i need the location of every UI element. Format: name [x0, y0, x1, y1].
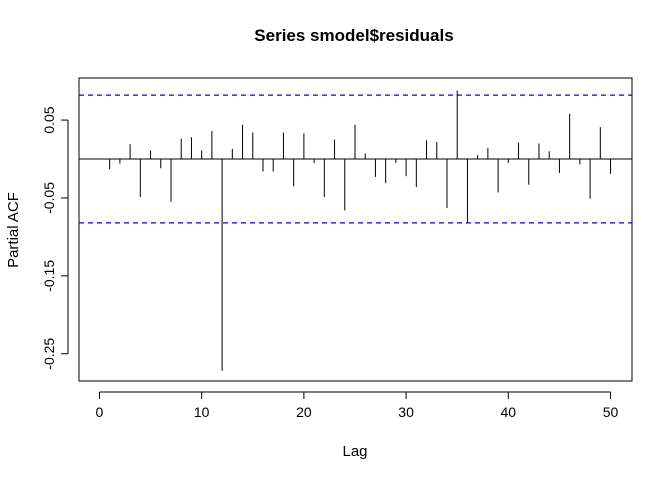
y-tick-label: -0.25: [41, 338, 57, 370]
x-axis-label: Lag: [342, 443, 367, 460]
x-tick-label: 30: [398, 404, 414, 420]
x-tick-label: 0: [96, 404, 104, 420]
pacf-bars: [109, 90, 612, 371]
x-tick-label: 50: [603, 404, 619, 420]
plot-frame: [78, 77, 633, 382]
confidence-bounds: [79, 94, 632, 224]
y-axis: -0.25 -0.15 -0.05 0.05: [41, 106, 69, 370]
y-tick-label: 0.05: [41, 106, 57, 133]
y-tick-label: -0.05: [41, 182, 57, 214]
y-axis-label: Partial ACF: [5, 192, 22, 268]
chart-title: Series smodel$residuals: [254, 26, 453, 45]
x-tick-label: 20: [296, 404, 312, 420]
x-tick-label: 40: [501, 404, 517, 420]
y-tick-label: -0.15: [41, 260, 57, 292]
x-axis: 0 10 20 30 40 50: [96, 391, 619, 420]
x-tick-label: 10: [194, 404, 210, 420]
